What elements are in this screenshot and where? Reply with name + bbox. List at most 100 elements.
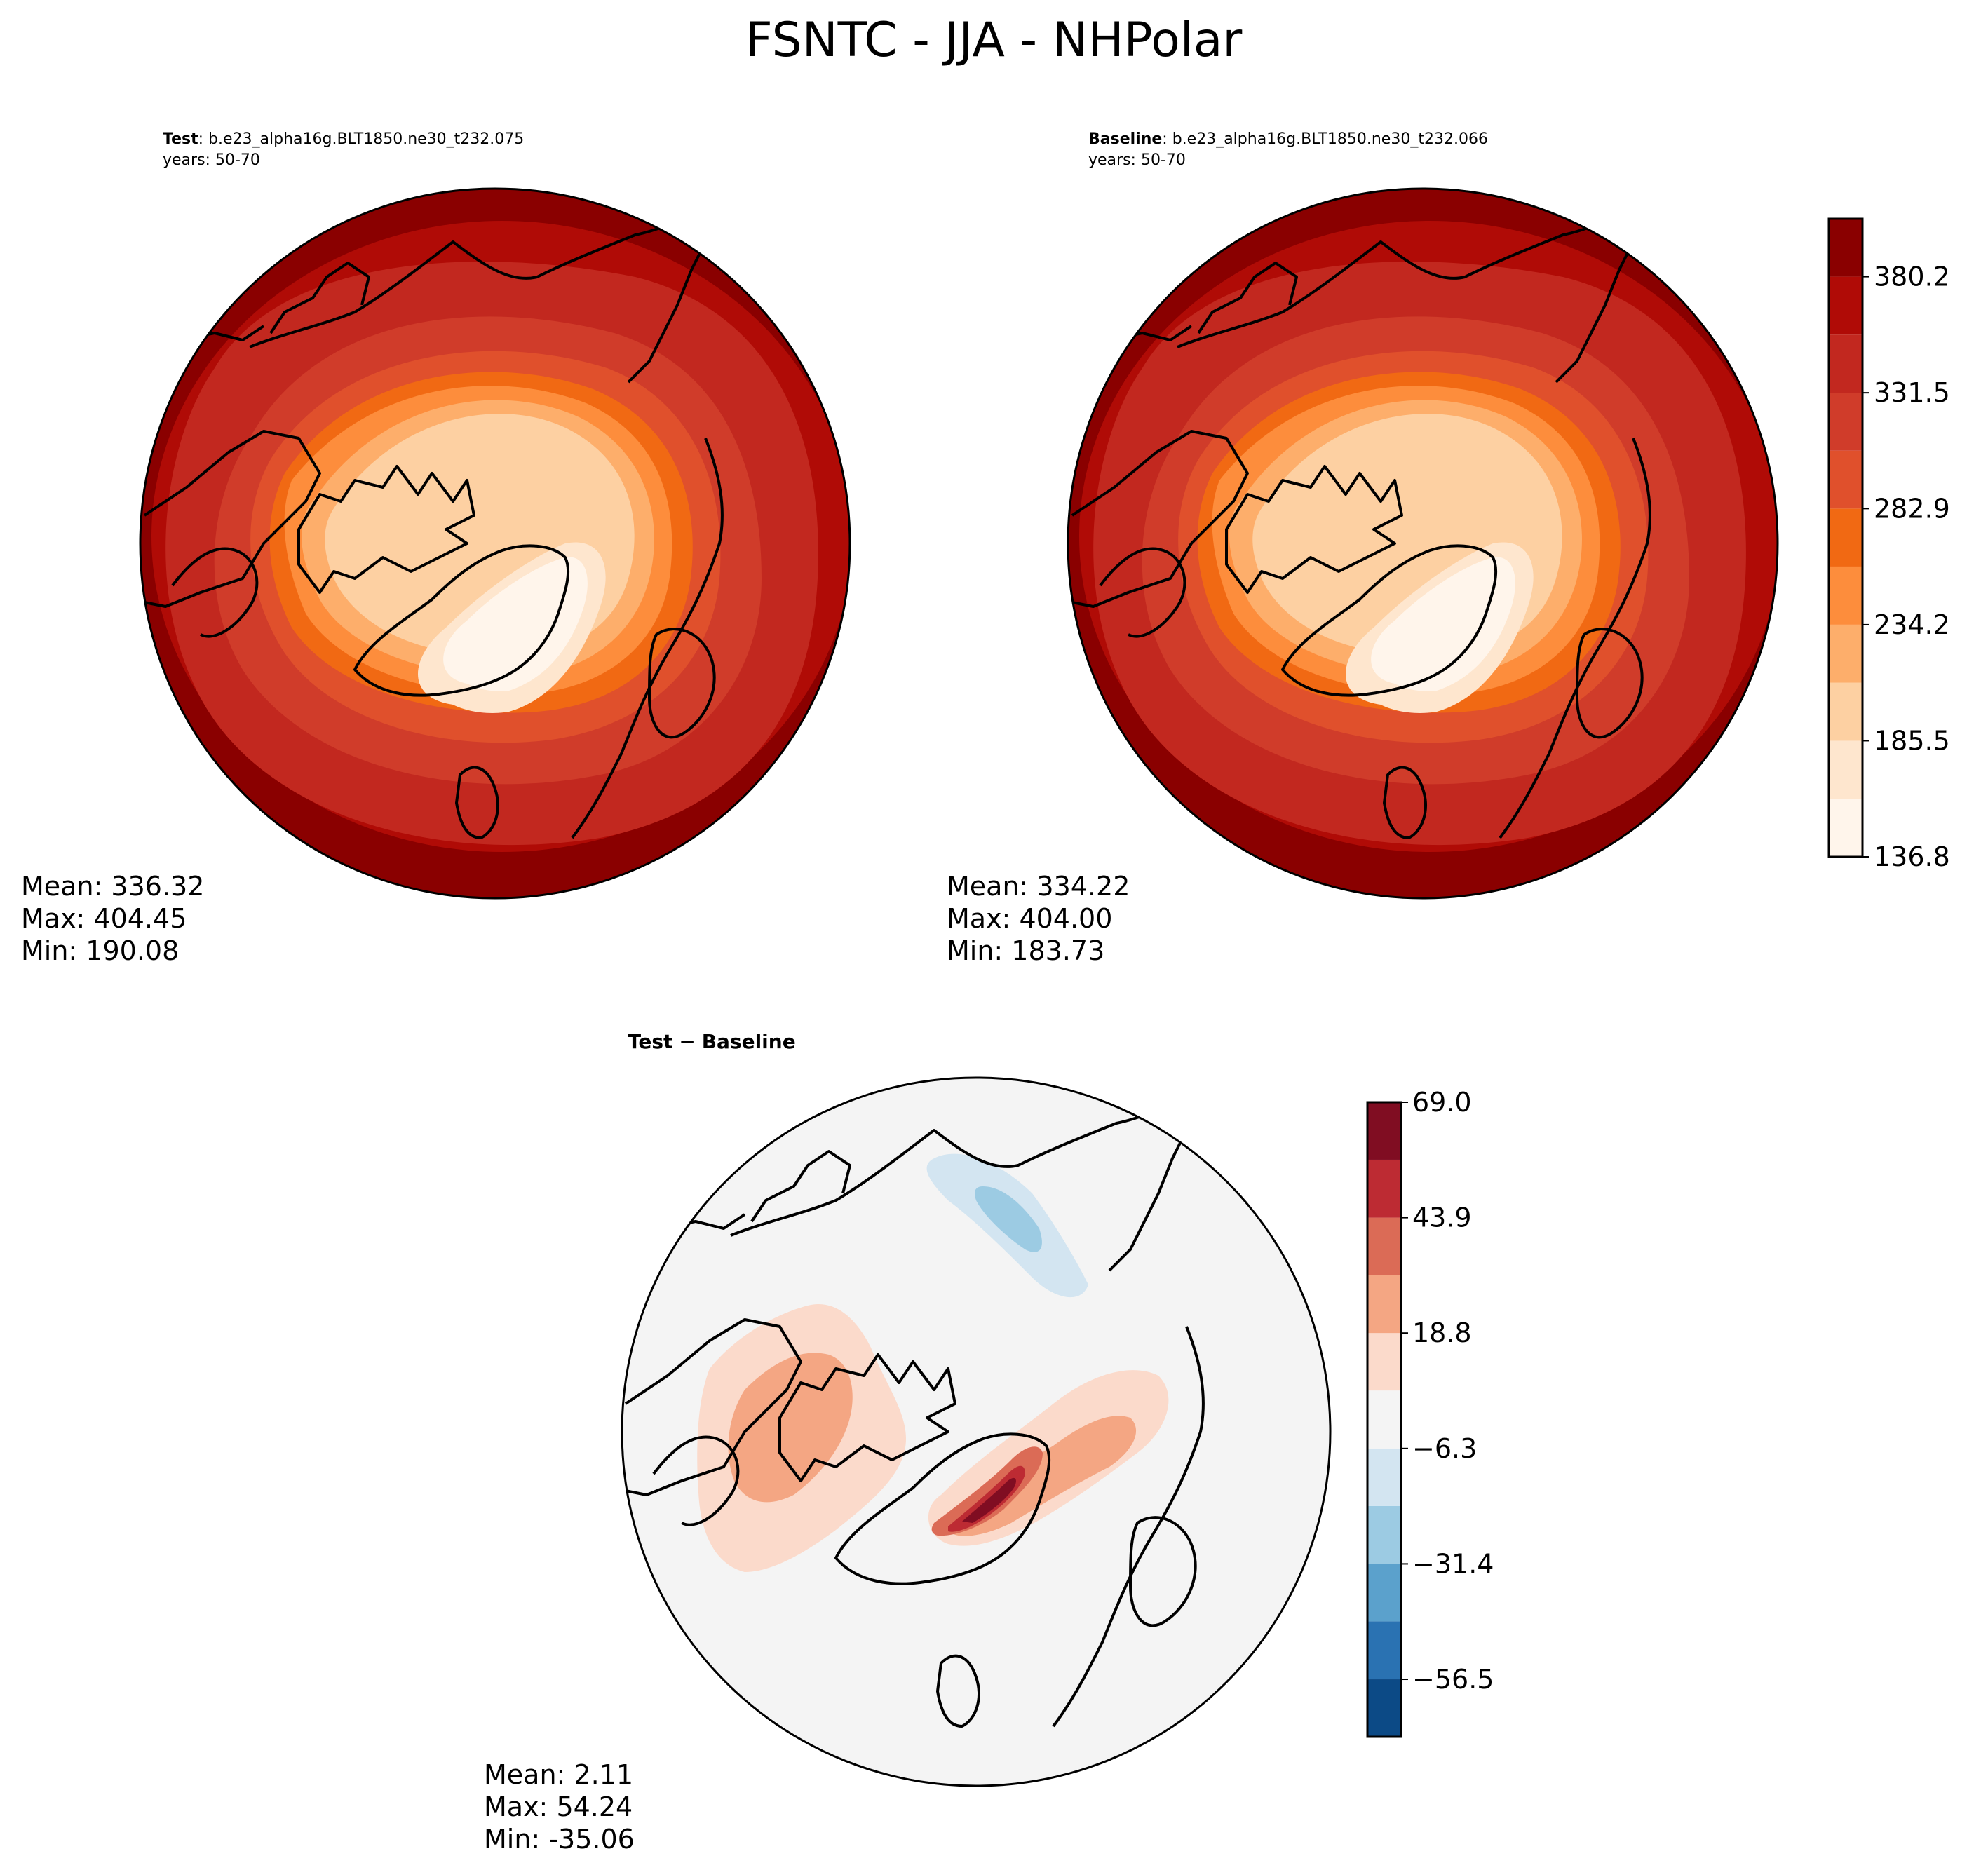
- difference-coastlines: [622, 1080, 1222, 1728]
- colorbar-difference-segment: [1367, 1448, 1401, 1506]
- colorbar-difference-segment: [1367, 1217, 1401, 1275]
- colorbar-absolute-tick-label: 234.2: [1874, 609, 1950, 640]
- coast-novaya-zemlya: [1555, 241, 1635, 384]
- coast-hudson-bay: [1099, 547, 1186, 638]
- test-title-bold: Test: [163, 130, 198, 148]
- colorbar-difference-segment: [1367, 1275, 1401, 1334]
- test-title-case: : b.e23_alpha16g.BLT1850.ne30_t232.075: [198, 130, 525, 148]
- coast-novaya-zemlya: [627, 241, 707, 384]
- coast-greenland: [834, 1432, 1051, 1585]
- difference-panel: Test − Baseline: [484, 1030, 1332, 1855]
- coast-greenland: [1281, 544, 1498, 697]
- coast-europe: [1499, 438, 1651, 839]
- coast-scandinavia: [648, 628, 716, 739]
- test-min: Min: 190.08: [21, 935, 179, 966]
- difference-max: Max: 54.24: [484, 1791, 633, 1822]
- colorbar-difference-tick-label: 69.0: [1412, 1087, 1472, 1118]
- colorbar-difference-segment: [1367, 1333, 1401, 1391]
- baseline-panel: Baseline: b.e23_alpha16g.BLT1850.ne30_t2…: [947, 130, 1779, 966]
- colorbar-absolute-segment: [1829, 624, 1862, 683]
- colorbar-absolute-segment: [1829, 393, 1862, 451]
- coast-hudson-bay: [171, 547, 259, 638]
- coast-uk: [936, 1654, 980, 1728]
- colorbar-difference-tick-label: −31.4: [1412, 1548, 1494, 1579]
- colorbar-absolute-segment: [1829, 450, 1862, 509]
- colorbar-difference-outline: [1366, 1101, 1402, 1738]
- colorbar-absolute-segment: [1829, 682, 1862, 741]
- difference-title: Test − Baseline: [628, 1030, 796, 1053]
- difference-stats: Mean: 2.11 Max: 54.24 Min: -35.06: [484, 1759, 635, 1855]
- coast-siberia: [1177, 191, 1669, 348]
- baseline-years: years: 50-70: [1088, 151, 1186, 169]
- test-mean: Mean: 336.32: [21, 871, 204, 902]
- coast-archipelago: [297, 465, 475, 594]
- coast-greenland: [353, 544, 570, 697]
- coast-north-america: [622, 1318, 802, 1496]
- colorbar-difference-segment: [1367, 1679, 1401, 1737]
- colorbar-absolute-segment: [1829, 508, 1862, 567]
- coast-novaya-zemlya: [1108, 1130, 1188, 1272]
- difference-map-field: [622, 1078, 1330, 1786]
- colorbar-difference-tick-label: −6.3: [1412, 1433, 1477, 1464]
- test-years: years: 50-70: [163, 151, 260, 169]
- test-panel: Test: b.e23_alpha16g.BLT1850.ne30_t232.0…: [21, 130, 851, 966]
- baseline-max: Max: 404.00: [947, 903, 1112, 934]
- colorbar-absolute-tick-label: 136.8: [1874, 841, 1950, 872]
- baseline-map: [1068, 189, 1778, 898]
- coast-north-america: [140, 430, 321, 608]
- colorbar-absolute-segment: [1829, 334, 1862, 393]
- baseline-coastlines: [1068, 191, 1669, 839]
- colorbar-difference: −56.5 −31.4 −6.3 18.8 43.9 69.0: [1366, 1087, 1494, 1738]
- coast-europe: [571, 438, 724, 839]
- colorbar-absolute-segment: [1829, 740, 1862, 799]
- coast-kamchatka: [1197, 262, 1298, 334]
- difference-mean: Mean: 2.11: [484, 1759, 633, 1790]
- coast-archipelago: [778, 1353, 956, 1482]
- colorbar-difference-tick-label: 18.8: [1412, 1317, 1472, 1348]
- coast-uk: [1383, 766, 1427, 839]
- baseline-mean: Mean: 334.22: [947, 871, 1130, 902]
- figure-title: FSNTC - JJA - NHPolar: [745, 13, 1243, 68]
- coast-kamchatka: [750, 1150, 851, 1223]
- coast-europe: [1052, 1326, 1205, 1728]
- colorbar-absolute-segment: [1829, 566, 1862, 625]
- colorbar-absolute-tick-label: 185.5: [1874, 725, 1950, 756]
- colorbar-difference-tick-label: −56.5: [1412, 1664, 1494, 1695]
- colorbar-difference-segment: [1367, 1159, 1401, 1218]
- coast-archipelago: [1225, 465, 1403, 594]
- colorbar-absolute-tick-label: 331.5: [1874, 377, 1950, 408]
- baseline-stats: Mean: 334.22 Max: 404.00 Min: 183.73: [947, 871, 1130, 966]
- field-band-161: [443, 557, 588, 691]
- difference-map-border: [621, 1076, 1332, 1787]
- baseline-min: Min: 183.73: [947, 935, 1104, 966]
- diff-band-pos-56: [962, 1477, 1016, 1523]
- baseline-title-bold: Baseline: [1088, 130, 1162, 148]
- colorbar-absolute-segment: [1829, 276, 1862, 335]
- difference-map: [622, 1078, 1330, 1786]
- colorbar-difference-segment: [1367, 1390, 1401, 1449]
- colorbar-difference-tick-label: 43.9: [1412, 1202, 1472, 1233]
- colorbar-difference-segment: [1367, 1621, 1401, 1680]
- test-map: [140, 189, 850, 898]
- colorbar-absolute-tick-label: 282.9: [1874, 493, 1950, 524]
- baseline-title: Baseline: b.e23_alpha16g.BLT1850.ne30_t2…: [1088, 130, 1488, 148]
- colorbar-absolute-segment: [1829, 799, 1862, 857]
- coast-scandinavia: [1576, 628, 1644, 739]
- coast-siberia: [249, 191, 741, 348]
- coast-kamchatka: [269, 262, 370, 334]
- colorbar-absolute-outline: [1827, 217, 1864, 858]
- baseline-map-border: [1067, 187, 1779, 900]
- difference-min: Min: -35.06: [484, 1824, 635, 1855]
- colorbar-difference-segment: [1367, 1102, 1401, 1160]
- coast-scandinavia: [1129, 1516, 1197, 1627]
- field-band-161: [1371, 557, 1515, 691]
- diff-band-neg-18: [975, 1186, 1042, 1252]
- difference-title-op: −: [672, 1030, 701, 1053]
- baseline-map-field: [1068, 189, 1778, 898]
- coast-north-america: [1068, 430, 1249, 608]
- difference-title-test: Test: [628, 1030, 672, 1053]
- test-max: Max: 404.45: [21, 903, 187, 934]
- test-map-field: [140, 189, 850, 898]
- diff-band-pos-44: [948, 1465, 1025, 1532]
